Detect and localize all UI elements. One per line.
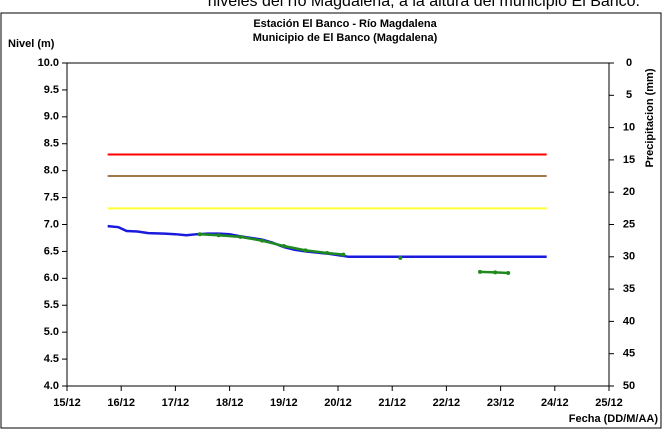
- y2-tick-label: 0: [626, 57, 632, 69]
- series-point: [197, 232, 202, 237]
- y2-tick-label: 50: [623, 380, 635, 392]
- y2-tick-label: 35: [623, 283, 635, 295]
- series-point: [238, 234, 243, 239]
- series-point: [216, 233, 221, 238]
- series-point: [398, 255, 403, 260]
- y-tick-label: 4.5: [44, 353, 59, 365]
- x-tick-label: 23/12: [487, 397, 515, 409]
- series-point: [493, 270, 498, 275]
- y-tick-label: 7.5: [44, 191, 59, 203]
- y-tick-label: 6.5: [44, 245, 59, 257]
- y2-tick-label: 45: [623, 348, 635, 360]
- y2-tick-label: 5: [626, 89, 632, 101]
- x-tick-label: 21/12: [378, 397, 406, 409]
- x-axis-label: Fecha (DD/M/AA): [569, 413, 659, 425]
- y2-tick-label: 20: [623, 186, 635, 198]
- y-tick-label: 5.5: [44, 299, 59, 311]
- x-tick-label: 15/12: [53, 397, 81, 409]
- x-tick-label: 25/12: [595, 397, 623, 409]
- y-tick-label: 10.0: [38, 57, 59, 69]
- y-tick-label: 8.0: [44, 165, 59, 177]
- y-tick-label: 4.0: [44, 380, 59, 392]
- x-tick-label: 16/12: [107, 397, 135, 409]
- series-point: [506, 270, 511, 275]
- series-point: [260, 238, 265, 243]
- x-tick-label: 19/12: [270, 397, 298, 409]
- x-tick-label: 18/12: [216, 397, 244, 409]
- series-point: [325, 251, 330, 256]
- series-line: [199, 232, 344, 256]
- series-point: [341, 252, 346, 257]
- y-tick-label: 8.5: [44, 138, 59, 150]
- y2-tick-label: 25: [623, 218, 635, 230]
- chart-title: Estación El Banco - Río Magdalena: [253, 18, 437, 30]
- x-tick-label: 17/12: [162, 397, 190, 409]
- series-point: [281, 244, 286, 249]
- x-tick-label: 22/12: [433, 397, 461, 409]
- series-point: [303, 248, 308, 253]
- y2-tick-label: 40: [623, 315, 635, 327]
- y-tick-label: 9.0: [44, 111, 59, 123]
- y2-tick-label: 30: [623, 251, 635, 263]
- y-tick-label: 5.0: [44, 326, 59, 338]
- caption: niveles del río Magdalena, a la altura d…: [208, 0, 640, 10]
- series-point: [478, 269, 483, 274]
- chart-frame: [0, 12, 662, 429]
- x-tick-label: 24/12: [541, 397, 569, 409]
- y-axis-label: Nivel (m): [8, 38, 55, 50]
- y2-tick-label: 15: [623, 154, 635, 166]
- y2-axis-label: Precipitacion (mm): [644, 68, 656, 167]
- y-tick-label: 7.0: [44, 218, 59, 230]
- y-tick-label: 6.0: [44, 272, 59, 284]
- chart-subtitle: Municipio de El Banco (Magdalena): [253, 32, 438, 44]
- y2-tick-label: 10: [623, 122, 635, 134]
- y-tick-label: 9.5: [44, 84, 59, 96]
- x-tick-label: 20/12: [324, 397, 352, 409]
